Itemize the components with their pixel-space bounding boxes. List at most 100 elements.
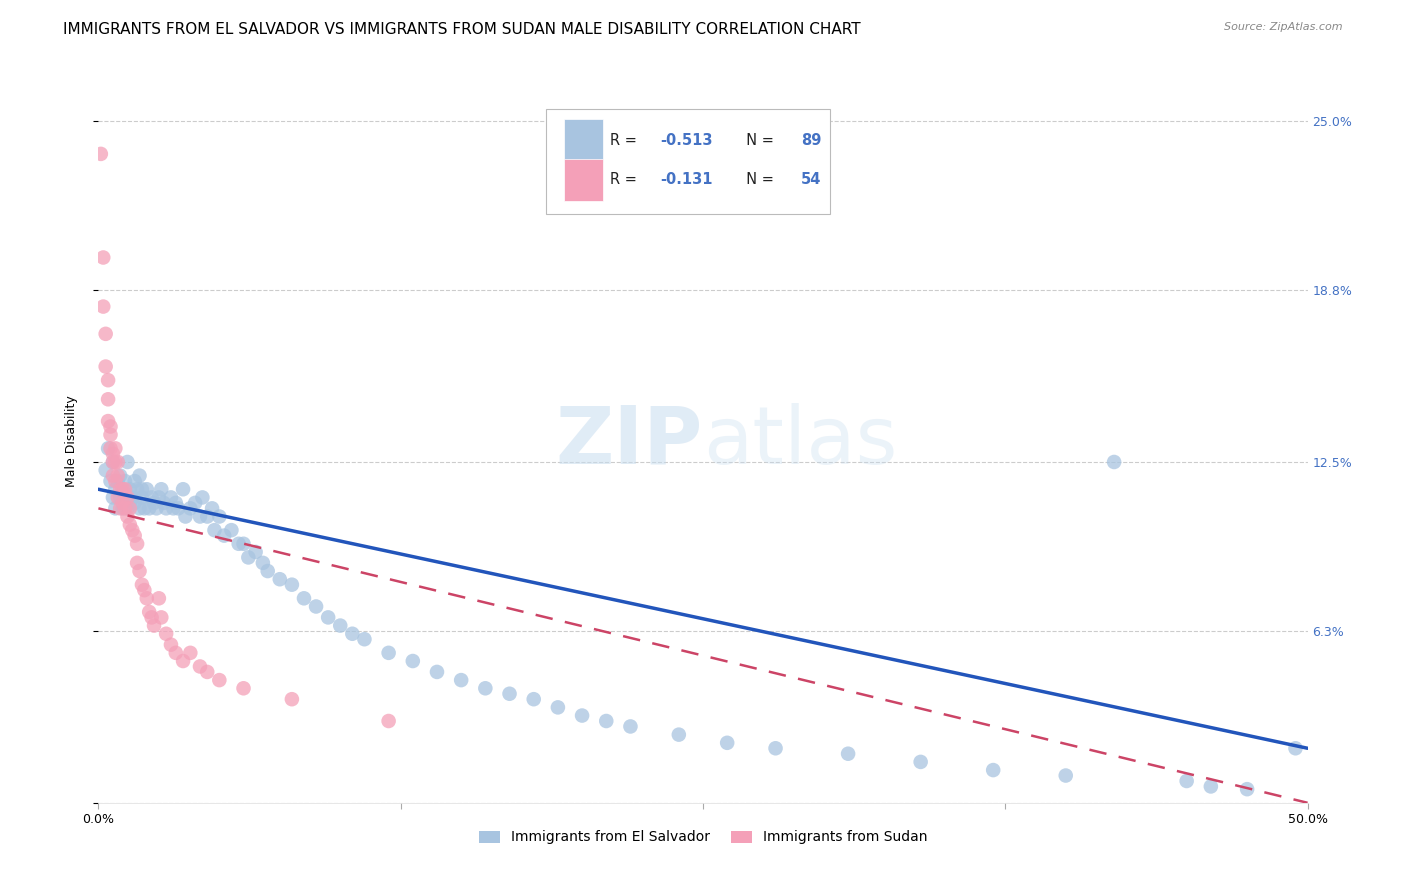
Point [97,442,120,456]
Point [619,719,641,733]
Point [111,501,134,516]
Point [426,665,449,679]
Point [127,537,149,551]
Point [232,681,254,696]
Point [1054,768,1077,782]
Point [238,550,260,565]
Point [121,491,143,505]
Point [201,501,224,516]
Point [107,491,129,505]
Text: N =: N = [737,133,779,148]
FancyBboxPatch shape [564,159,603,202]
Point [1102,455,1125,469]
Point [172,654,194,668]
Point [114,501,136,516]
Point [111,482,134,496]
Point [141,610,163,624]
Point [155,626,177,640]
Point [474,681,496,696]
Text: 54: 54 [801,172,821,187]
Point [94,463,117,477]
Text: ZIP: ZIP [555,402,703,481]
Point [402,654,425,668]
Point [837,747,859,761]
Point [167,501,190,516]
Point [107,468,129,483]
Point [90,147,112,161]
Point [100,442,122,456]
Point [101,447,124,461]
Point [329,618,352,632]
Point [981,763,1004,777]
Point [124,496,146,510]
Text: R =: R = [610,133,641,148]
Point [212,528,235,542]
Point [97,373,120,387]
Point [145,501,167,516]
Point [124,528,146,542]
Point [111,496,134,510]
Point [118,501,141,516]
Point [121,523,143,537]
Text: IMMIGRANTS FROM EL SALVADOR VS IMMIGRANTS FROM SUDAN MALE DISABILITY CORRELATION: IMMIGRANTS FROM EL SALVADOR VS IMMIGRANT… [63,22,860,37]
Point [111,482,134,496]
FancyBboxPatch shape [564,119,603,161]
Point [316,610,339,624]
Point [134,583,156,598]
Point [141,491,163,505]
Point [150,482,173,496]
Point [135,482,157,496]
Text: R =: R = [610,172,641,187]
Point [117,455,139,469]
Point [195,509,218,524]
Point [128,468,150,483]
Point [353,632,375,647]
Point [232,537,254,551]
Point [104,501,127,516]
Point [208,509,231,524]
Point [118,496,141,510]
Point [208,673,231,687]
Point [114,491,136,505]
Point [172,482,194,496]
Point [97,414,120,428]
Point [114,474,136,488]
Point [910,755,932,769]
Point [188,509,211,524]
Point [450,673,472,687]
Point [134,501,156,516]
Point [160,491,183,505]
Point [150,610,173,624]
Point [165,646,187,660]
Point [523,692,546,706]
Point [184,496,207,510]
Point [377,714,399,728]
Point [1175,774,1198,789]
Point [138,605,160,619]
Point [1284,741,1306,756]
Point [118,517,141,532]
Point [1236,782,1258,797]
Point [668,728,690,742]
Y-axis label: Male Disability: Male Disability [65,396,77,487]
Point [100,427,122,442]
Point [143,496,166,510]
Point [547,700,569,714]
Point [104,482,127,496]
Point [131,482,153,496]
Point [143,618,166,632]
Point [131,491,153,505]
Point [101,468,124,483]
Text: atlas: atlas [703,402,897,481]
Point [221,523,243,537]
Point [131,577,153,591]
Point [377,646,399,660]
Point [179,501,201,516]
Point [104,455,127,469]
Point [128,564,150,578]
Point [256,564,278,578]
Point [162,501,184,516]
Point [135,591,157,606]
Point [595,714,617,728]
Point [252,556,274,570]
